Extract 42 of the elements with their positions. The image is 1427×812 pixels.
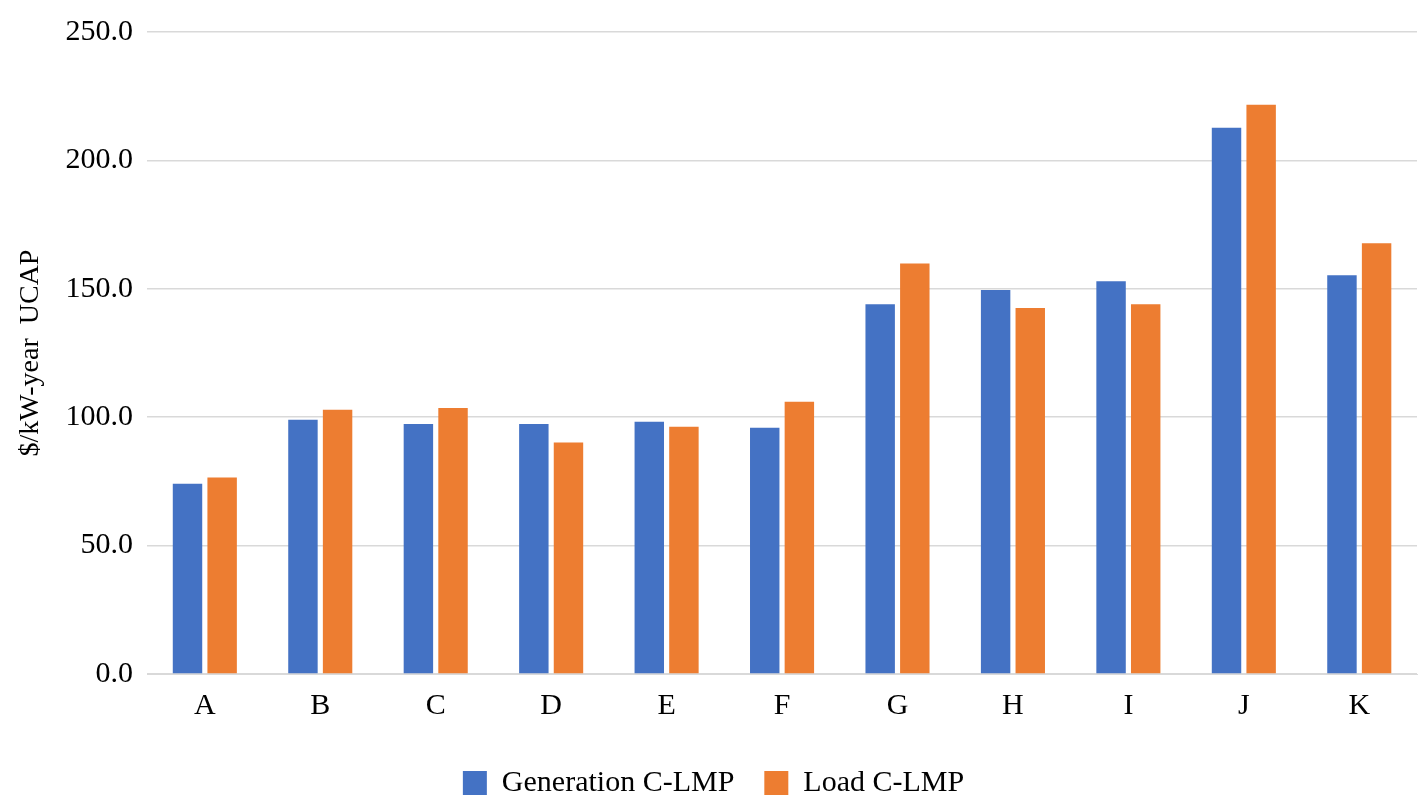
bar xyxy=(553,442,584,674)
bar xyxy=(438,407,468,674)
bar xyxy=(634,421,665,674)
x-tick-label: G xyxy=(886,686,909,720)
x-tick-label: F xyxy=(773,686,791,720)
y-tick-label: 100.0 xyxy=(65,398,134,432)
bar xyxy=(1015,308,1045,674)
bar xyxy=(172,483,203,674)
bar xyxy=(1246,104,1276,674)
bar xyxy=(980,290,1011,674)
bar xyxy=(1361,243,1392,674)
x-tick-label: H xyxy=(1002,686,1024,720)
bar xyxy=(900,263,930,674)
x-tick-label: K xyxy=(1348,686,1371,720)
bar xyxy=(519,423,549,674)
y-tick-label: 250.0 xyxy=(65,12,134,46)
bar xyxy=(865,304,895,674)
x-tick-label: D xyxy=(540,686,562,720)
x-tick-label: A xyxy=(193,686,216,720)
bar xyxy=(1211,127,1242,674)
x-tick-label: B xyxy=(310,686,331,720)
x-tick-label: E xyxy=(657,686,676,720)
x-tick-label: I xyxy=(1123,686,1134,720)
bar xyxy=(784,401,815,674)
y-axis-title: $/kW-year UCAP xyxy=(13,249,45,457)
bar xyxy=(1096,281,1126,674)
bar xyxy=(669,426,699,674)
legend-label: Generation C-LMP xyxy=(501,763,735,797)
x-tick-label: C xyxy=(425,686,446,720)
bar xyxy=(322,409,353,674)
legend-label: Load C-LMP xyxy=(803,763,965,797)
bar xyxy=(750,427,780,674)
bar xyxy=(1327,275,1357,674)
bar xyxy=(207,477,237,674)
bar xyxy=(1130,304,1161,674)
y-tick-label: 50.0 xyxy=(80,526,134,560)
y-tick-label: 0.0 xyxy=(95,654,134,688)
y-tick-label: 150.0 xyxy=(65,269,134,303)
bar xyxy=(403,423,434,674)
bar xyxy=(288,419,318,674)
y-tick-label: 200.0 xyxy=(65,141,134,175)
x-tick-label: J xyxy=(1237,686,1250,720)
